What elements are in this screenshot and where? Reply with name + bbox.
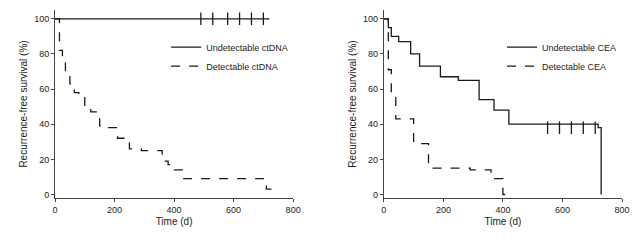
svg-text:200: 200 [107,205,122,215]
svg-text:0: 0 [381,205,386,215]
svg-text:60: 60 [39,84,49,94]
svg-text:800: 800 [286,205,301,215]
svg-text:20: 20 [368,155,378,165]
svg-text:Time (d): Time (d) [156,216,193,227]
svg-text:Time (d): Time (d) [485,216,522,227]
svg-text:80: 80 [39,49,49,59]
svg-text:40: 40 [39,119,49,129]
svg-text:80: 80 [368,49,378,59]
svg-text:800: 800 [614,205,629,215]
svg-text:Recurrence-free survival (%): Recurrence-free survival (%) [347,40,358,167]
svg-text:100: 100 [363,14,378,24]
svg-text:Recurrence-free survival (%): Recurrence-free survival (%) [18,40,29,167]
svg-text:400: 400 [495,205,510,215]
svg-text:Undetectable CEA: Undetectable CEA [542,43,616,53]
svg-text:0: 0 [373,190,378,200]
svg-text:60: 60 [368,84,378,94]
svg-text:40: 40 [368,119,378,129]
svg-text:Undetectable ctDNA: Undetectable ctDNA [206,43,288,53]
svg-text:100: 100 [34,14,49,24]
svg-text:Detectable CEA: Detectable CEA [542,62,606,72]
svg-text:600: 600 [555,205,570,215]
svg-text:0: 0 [44,190,49,200]
svg-text:400: 400 [167,205,182,215]
svg-text:Detectable ctDNA: Detectable ctDNA [206,62,278,72]
svg-text:200: 200 [436,205,451,215]
svg-text:0: 0 [52,205,57,215]
svg-text:20: 20 [39,155,49,165]
svg-text:600: 600 [226,205,241,215]
